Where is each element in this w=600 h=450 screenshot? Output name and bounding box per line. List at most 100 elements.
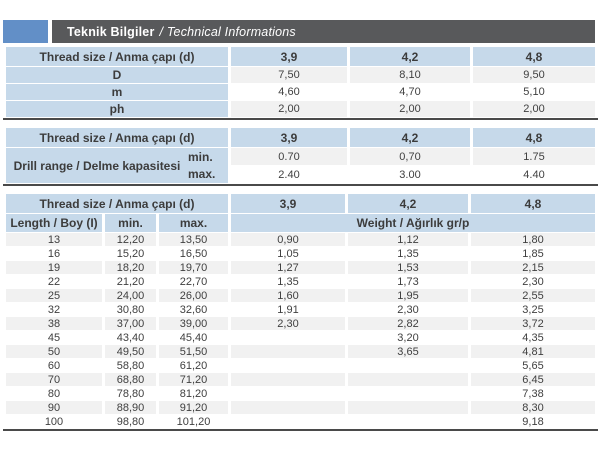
max-cell: 81,20 bbox=[159, 387, 228, 400]
dimension-row: D 7,50 8,10 9,50 bbox=[6, 67, 595, 83]
length-weight-row: 16 15,20 16,50 1,05 1,35 1,85 bbox=[6, 247, 595, 260]
drill-max-3-9: 2.40 bbox=[231, 166, 347, 183]
weight-3-9-cell: 1,91 bbox=[231, 303, 345, 316]
weight-4-8-cell: 2,15 bbox=[471, 261, 595, 274]
max-cell: 61,20 bbox=[159, 359, 228, 372]
dimension-value-cell: 7,50 bbox=[231, 67, 347, 83]
thread-size-4-8: 4,8 bbox=[473, 47, 595, 66]
drill-min-4-8: 1.75 bbox=[473, 148, 595, 165]
min-cell: 78,80 bbox=[105, 387, 156, 400]
min-cell: 18,20 bbox=[105, 261, 156, 274]
length-weight-row: 32 30,80 32,60 1,91 2,30 3,25 bbox=[6, 303, 595, 316]
weight-4-8-cell: 4,35 bbox=[471, 331, 595, 344]
dimension-row: m 4,60 4,70 5,10 bbox=[6, 84, 595, 100]
drill-min-4-2: 0,70 bbox=[350, 148, 470, 165]
weight-3-9-cell: 1,60 bbox=[231, 289, 345, 302]
weight-4-2-cell bbox=[348, 373, 468, 386]
weight-3-9-cell bbox=[231, 401, 345, 414]
length-cell: 70 bbox=[6, 373, 102, 386]
length-cell: 50 bbox=[6, 345, 102, 358]
weight-4-2-cell: 1,12 bbox=[348, 233, 468, 246]
weight-4-8-cell: 8,30 bbox=[471, 401, 595, 414]
dimension-row-label: ph bbox=[6, 101, 228, 117]
max-cell: 16,50 bbox=[159, 247, 228, 260]
length-cell: 25 bbox=[6, 289, 102, 302]
min-cell: 24,00 bbox=[105, 289, 156, 302]
weight-4-8-cell: 1,80 bbox=[471, 233, 595, 246]
dimension-value-cell: 4,70 bbox=[350, 84, 470, 100]
length-cell: 100 bbox=[6, 415, 102, 428]
length-cell: 19 bbox=[6, 261, 102, 274]
max-cell: 101,20 bbox=[159, 415, 228, 428]
length-weight-header-row: Length / Boy (I) min. max. Weight / Ağır… bbox=[6, 214, 595, 232]
thread-size-header-row: Thread size / Anma çapı (d) 3,9 4,2 4,8 bbox=[6, 128, 595, 147]
length-cell: 90 bbox=[6, 401, 102, 414]
length-cell: 45 bbox=[6, 331, 102, 344]
weight-3-9-cell: 0,90 bbox=[231, 233, 345, 246]
drill-range-label: Drill range / Delme kapasitesi bbox=[13, 158, 181, 173]
weight-3-9-cell bbox=[231, 359, 345, 372]
thread-size-4-8: 4,8 bbox=[473, 128, 595, 147]
section-title-english: / Technical Informations bbox=[159, 24, 296, 39]
weight-4-8-cell: 2,55 bbox=[471, 289, 595, 302]
min-cell: 58,80 bbox=[105, 359, 156, 372]
technical-info-page: Teknik Bilgiler / Technical Informations… bbox=[3, 20, 598, 431]
length-weight-row: 70 68,80 71,20 6,45 bbox=[6, 373, 595, 386]
weight-4-2-cell: 1,95 bbox=[348, 289, 468, 302]
max-cell: 39,00 bbox=[159, 317, 228, 330]
max-cell: 22,70 bbox=[159, 275, 228, 288]
min-cell: 15,20 bbox=[105, 247, 156, 260]
length-weight-row: 45 43,40 45,40 3,20 4,35 bbox=[6, 331, 595, 344]
length-weight-row: 25 24,00 26,00 1,60 1,95 2,55 bbox=[6, 289, 595, 302]
weight-4-8-cell: 6,45 bbox=[471, 373, 595, 386]
thread-size-4-8: 4,8 bbox=[471, 194, 595, 213]
thread-size-header-row: Thread size / Anma çapı (d) 3,9 4,2 4,8 bbox=[6, 47, 595, 66]
weight-4-8-cell: 3,25 bbox=[471, 303, 595, 316]
weight-4-8-cell: 1,85 bbox=[471, 247, 595, 260]
length-weight-row: 19 18,20 19,70 1,27 1,53 2,15 bbox=[6, 261, 595, 274]
thread-size-label: Thread size / Anma çapı (d) bbox=[6, 194, 228, 213]
dims-table-body: Thread size / Anma çapı (d) 3,9 4,2 4,8 … bbox=[6, 47, 595, 117]
length-cell: 16 bbox=[6, 247, 102, 260]
weight-3-9-cell bbox=[231, 345, 345, 358]
thread-size-3-9: 3,9 bbox=[231, 194, 345, 213]
dimension-value-cell: 2,00 bbox=[350, 101, 470, 117]
weight-4-2-cell: 2,30 bbox=[348, 303, 468, 316]
dimension-value-cell: 2,00 bbox=[231, 101, 347, 117]
drill-min-3-9: 0.70 bbox=[231, 148, 347, 165]
min-cell: 88,90 bbox=[105, 401, 156, 414]
thread-size-label: Thread size / Anma çapı (d) bbox=[6, 128, 228, 147]
length-cell: 32 bbox=[6, 303, 102, 316]
weight-4-2-cell bbox=[348, 387, 468, 400]
thread-size-3-9: 3,9 bbox=[231, 47, 347, 66]
drill-range-table: Thread size / Anma çapı (d) 3,9 4,2 4,8 … bbox=[3, 127, 598, 186]
dimension-value-cell: 8,10 bbox=[350, 67, 470, 83]
weight-4-8-cell: 9,18 bbox=[471, 415, 595, 428]
weight-4-8-cell: 7,38 bbox=[471, 387, 595, 400]
max-cell: 71,20 bbox=[159, 373, 228, 386]
min-cell: 30,80 bbox=[105, 303, 156, 316]
weight-3-9-cell bbox=[231, 387, 345, 400]
length-cell: 60 bbox=[6, 359, 102, 372]
dimension-value-cell: 4,60 bbox=[231, 84, 347, 100]
weight-4-2-cell: 1,35 bbox=[348, 247, 468, 260]
weight-4-2-cell: 3,65 bbox=[348, 345, 468, 358]
dimension-row: ph 2,00 2,00 2,00 bbox=[6, 101, 595, 117]
min-cell: 98,80 bbox=[105, 415, 156, 428]
max-cell: 26,00 bbox=[159, 289, 228, 302]
thread-size-4-2: 4,2 bbox=[350, 47, 470, 66]
dimension-value-cell: 2,00 bbox=[473, 101, 595, 117]
weight-label: Weight / Ağırlık gr/p bbox=[231, 214, 595, 232]
thread-size-header-row: Thread size / Anma çapı (d) 3,9 4,2 4,8 bbox=[6, 194, 595, 213]
max-label: max. bbox=[159, 214, 228, 232]
thread-size-4-2: 4,2 bbox=[348, 194, 468, 213]
weight-3-9-cell bbox=[231, 415, 345, 428]
drill-max-4-8: 4.40 bbox=[473, 166, 595, 183]
accent-square bbox=[3, 20, 48, 43]
section-title-bar: Teknik Bilgiler / Technical Informations bbox=[52, 20, 595, 43]
min-label: min. bbox=[188, 149, 213, 164]
weight-4-8-cell: 2,30 bbox=[471, 275, 595, 288]
min-label: min. bbox=[105, 214, 156, 232]
weight-4-2-cell: 1,53 bbox=[348, 261, 468, 274]
length-label: Length / Boy (I) bbox=[6, 214, 102, 232]
